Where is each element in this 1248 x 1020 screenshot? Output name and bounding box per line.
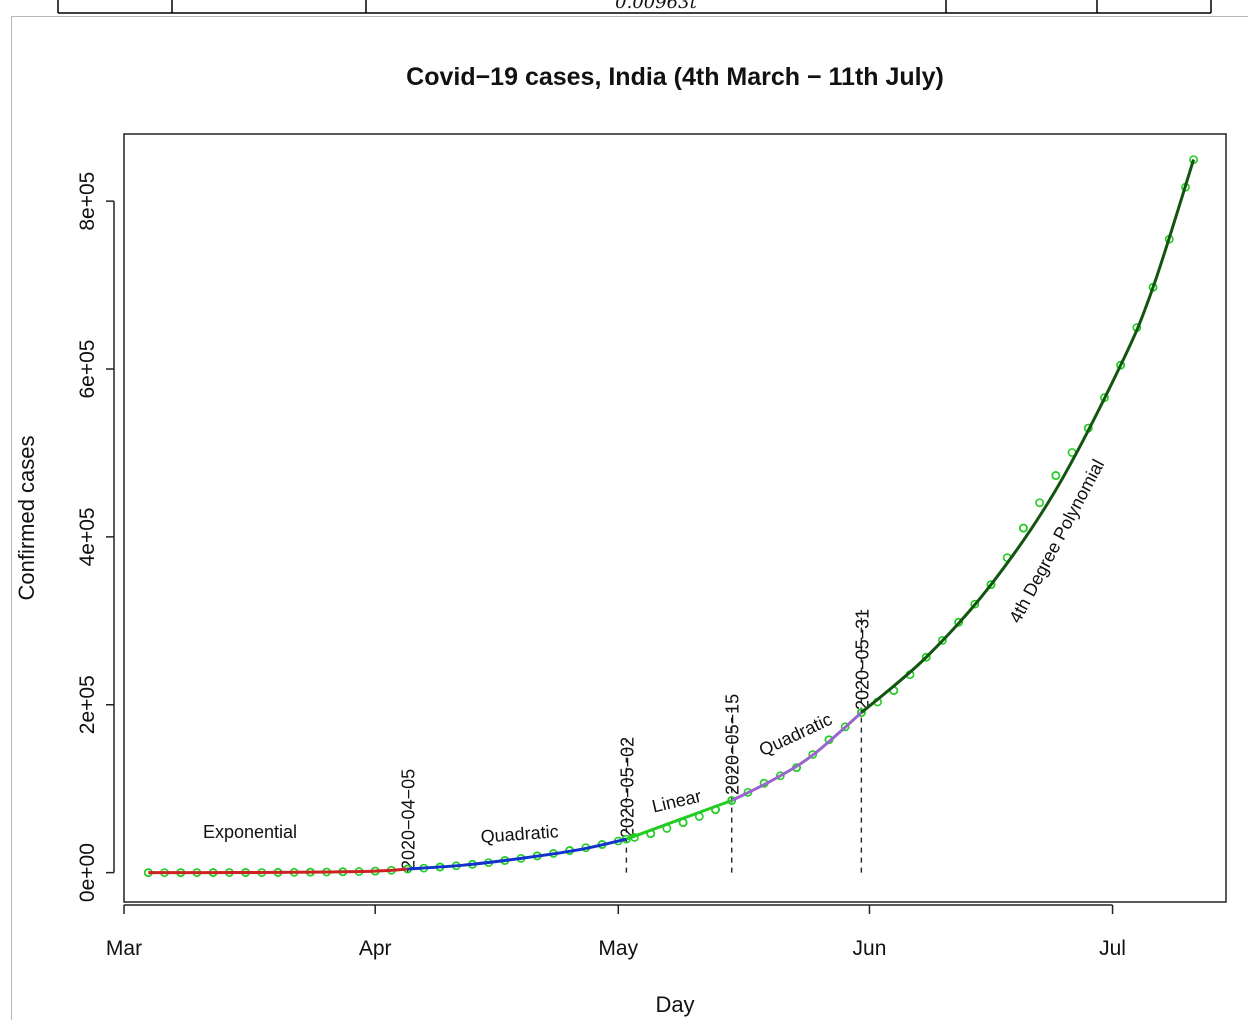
chart-title: Covid−19 cases, India (4th March − 11th … bbox=[406, 63, 944, 91]
y-tick-label: 4e+05 bbox=[76, 507, 99, 566]
plot-box bbox=[123, 133, 1227, 903]
observed-point bbox=[856, 708, 866, 718]
x-axis: Mar Apr May Jun Jul bbox=[106, 904, 1126, 960]
observed-point bbox=[808, 750, 818, 759]
segment-annotations: Exponential Quadratic Linear Quadratic 4th D… bbox=[203, 456, 1108, 847]
figure-frame bbox=[11, 16, 1248, 1020]
segment-annotation: 4th Degree Polynomial bbox=[1005, 456, 1108, 626]
observed-point bbox=[954, 617, 964, 627]
x-tick-label: Jun bbox=[853, 937, 887, 960]
observed-point bbox=[1051, 471, 1061, 480]
y-tick-label: 6e+05 bbox=[76, 340, 99, 399]
observed-point bbox=[1035, 498, 1045, 508]
observed-point bbox=[986, 580, 996, 590]
fit-line-4th-degree-polynomial bbox=[860, 159, 1196, 714]
observed-point bbox=[937, 636, 947, 645]
y-axis: 0e+00 2e+05 4e+05 6e+05 8e+05 bbox=[76, 172, 115, 902]
x-tick-label: Apr bbox=[359, 937, 392, 960]
fit-line-linear bbox=[625, 799, 733, 841]
y-tick-label: 8e+05 bbox=[76, 172, 99, 231]
fit-line-quadratic bbox=[407, 837, 627, 871]
fit-line-quadratic bbox=[731, 711, 863, 802]
segment-annotation: Exponential bbox=[203, 822, 297, 842]
document-table-fragment: 0.00963t bbox=[57, 0, 1212, 14]
fitted-segments bbox=[148, 159, 1196, 875]
segment-annotation: Quadratic bbox=[480, 821, 559, 846]
observed-point bbox=[970, 599, 980, 609]
observed-point bbox=[840, 722, 850, 732]
observed-point bbox=[775, 771, 785, 781]
x-tick-label: Mar bbox=[106, 937, 142, 960]
x-tick-label: Jul bbox=[1099, 937, 1126, 960]
observed-point bbox=[921, 652, 931, 662]
x-axis-title: Day bbox=[655, 992, 694, 1017]
table-cell-text: 0.00963t bbox=[615, 0, 697, 13]
observed-point bbox=[1019, 523, 1028, 533]
y-tick-label: 0e+00 bbox=[76, 843, 99, 902]
breakpoint-label: 2020−05−15 bbox=[723, 694, 743, 795]
y-tick-label: 2e+05 bbox=[76, 675, 99, 734]
breakpoint-label: 2020−05−31 bbox=[852, 609, 872, 710]
x-tick-label: May bbox=[598, 937, 638, 960]
fit-line-exponential bbox=[148, 867, 408, 875]
breakpoint-label: 2020−05−02 bbox=[617, 737, 637, 838]
y-axis-title: Confirmed cases bbox=[14, 435, 39, 600]
segment-annotation: Quadratic bbox=[756, 709, 835, 760]
observed-point bbox=[1116, 360, 1126, 370]
breakpoint-label: 2020−04−05 bbox=[399, 769, 419, 870]
segment-annotation: Linear bbox=[650, 786, 703, 817]
